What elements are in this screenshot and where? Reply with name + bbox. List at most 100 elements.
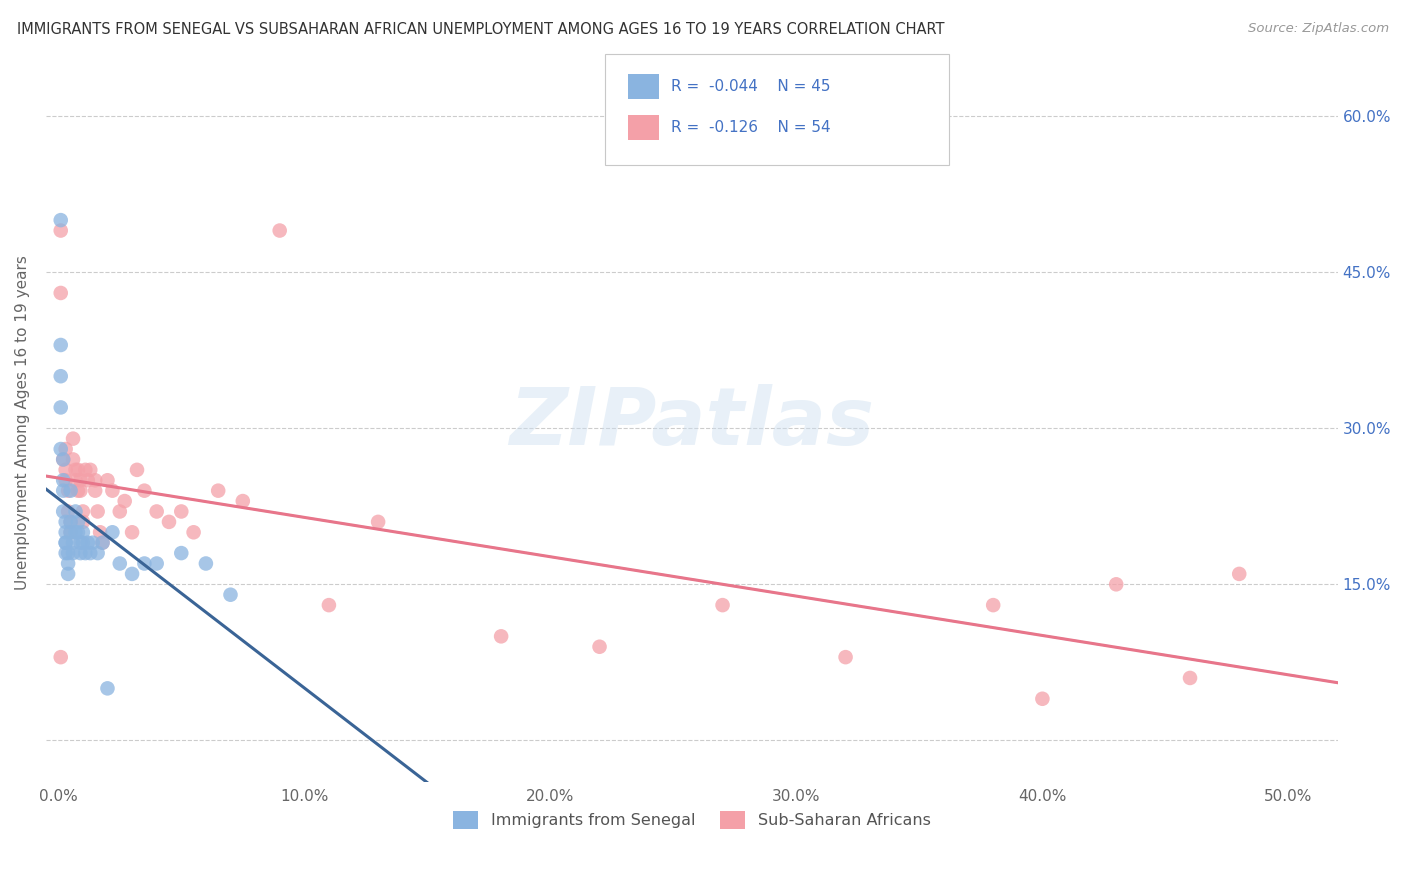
Point (183, 525, 205, 540)
Point (66, 483, 89, 498)
Point (55, 442, 77, 456)
Point (91, 535, 114, 549)
Point (194, 557, 217, 571)
Point (318, 598, 340, 612)
Point (55, 525, 77, 540)
Point (588, 640, 610, 654)
Point (91, 535, 114, 549)
Point (56, 557, 79, 571)
Point (56, 546, 79, 560)
Point (62, 535, 84, 549)
Point (207, 483, 229, 498)
Point (121, 566, 143, 581)
Point (55, 546, 77, 560)
Point (134, 483, 156, 498)
Point (170, 504, 193, 518)
Point (49, 213, 72, 227)
Point (76, 473, 98, 487)
Point (86, 546, 108, 560)
Point (1227, 566, 1250, 581)
Point (49, 442, 72, 456)
Point (59, 525, 82, 540)
Point (65, 473, 87, 487)
Text: R =  -0.044    N = 45: R = -0.044 N = 45 (671, 79, 830, 94)
Point (66, 525, 89, 540)
Point (269, 223, 291, 237)
Point (367, 515, 389, 529)
Point (114, 494, 136, 508)
Point (981, 598, 1004, 612)
Point (69, 535, 91, 549)
Point (55, 535, 77, 549)
Point (65, 504, 87, 518)
Point (1105, 577, 1128, 591)
Point (56, 504, 79, 518)
Point (62, 452, 84, 467)
Point (72, 535, 94, 549)
Point (66, 463, 89, 477)
Point (59, 525, 82, 540)
Point (82, 535, 104, 549)
Point (55, 473, 77, 487)
Point (96, 473, 118, 487)
Point (49, 650, 72, 665)
Point (232, 494, 254, 508)
Point (69, 546, 91, 560)
Point (52, 483, 75, 498)
Point (219, 588, 242, 602)
Point (52, 504, 75, 518)
Point (56, 566, 79, 581)
Legend: Immigrants from Senegal, Sub-Saharan Africans: Immigrants from Senegal, Sub-Saharan Afr… (447, 805, 938, 835)
Point (49, 338, 72, 352)
Point (125, 463, 148, 477)
Point (59, 515, 82, 529)
Point (101, 483, 124, 498)
Point (72, 525, 94, 540)
Point (96, 681, 118, 696)
Point (1178, 671, 1201, 685)
Point (55, 535, 77, 549)
Point (69, 483, 91, 498)
Point (75, 546, 97, 560)
Point (84, 483, 107, 498)
Point (157, 515, 180, 529)
Point (170, 546, 193, 560)
Point (62, 432, 84, 446)
Point (121, 525, 143, 540)
Point (108, 557, 131, 571)
Point (79, 546, 101, 560)
Point (145, 504, 167, 518)
Text: R =  -0.126    N = 54: R = -0.126 N = 54 (671, 120, 831, 135)
Point (52, 452, 75, 467)
Point (89, 525, 111, 540)
Point (52, 452, 75, 467)
Point (489, 629, 512, 643)
Point (84, 473, 107, 487)
Point (59, 515, 82, 529)
Point (55, 463, 77, 477)
Point (76, 535, 98, 549)
Point (52, 473, 75, 487)
Point (49, 223, 72, 237)
Point (65, 463, 87, 477)
Point (49, 401, 72, 415)
Point (72, 515, 94, 529)
Point (1031, 691, 1053, 706)
Point (86, 504, 108, 518)
Point (72, 504, 94, 518)
Point (75, 463, 97, 477)
Point (101, 525, 124, 540)
Y-axis label: Unemployment Among Ages 16 to 19 years: Unemployment Among Ages 16 to 19 years (15, 256, 30, 591)
Text: Source: ZipAtlas.com: Source: ZipAtlas.com (1249, 22, 1389, 36)
Point (59, 483, 82, 498)
Point (79, 463, 101, 477)
Point (108, 504, 131, 518)
Point (134, 557, 156, 571)
Point (49, 369, 72, 384)
Text: IMMIGRANTS FROM SENEGAL VS SUBSAHARAN AFRICAN UNEMPLOYMENT AMONG AGES 16 TO 19 Y: IMMIGRANTS FROM SENEGAL VS SUBSAHARAN AF… (17, 22, 945, 37)
Point (55, 515, 77, 529)
Point (56, 483, 79, 498)
Point (49, 285, 72, 300)
Point (834, 650, 856, 665)
Point (711, 598, 734, 612)
